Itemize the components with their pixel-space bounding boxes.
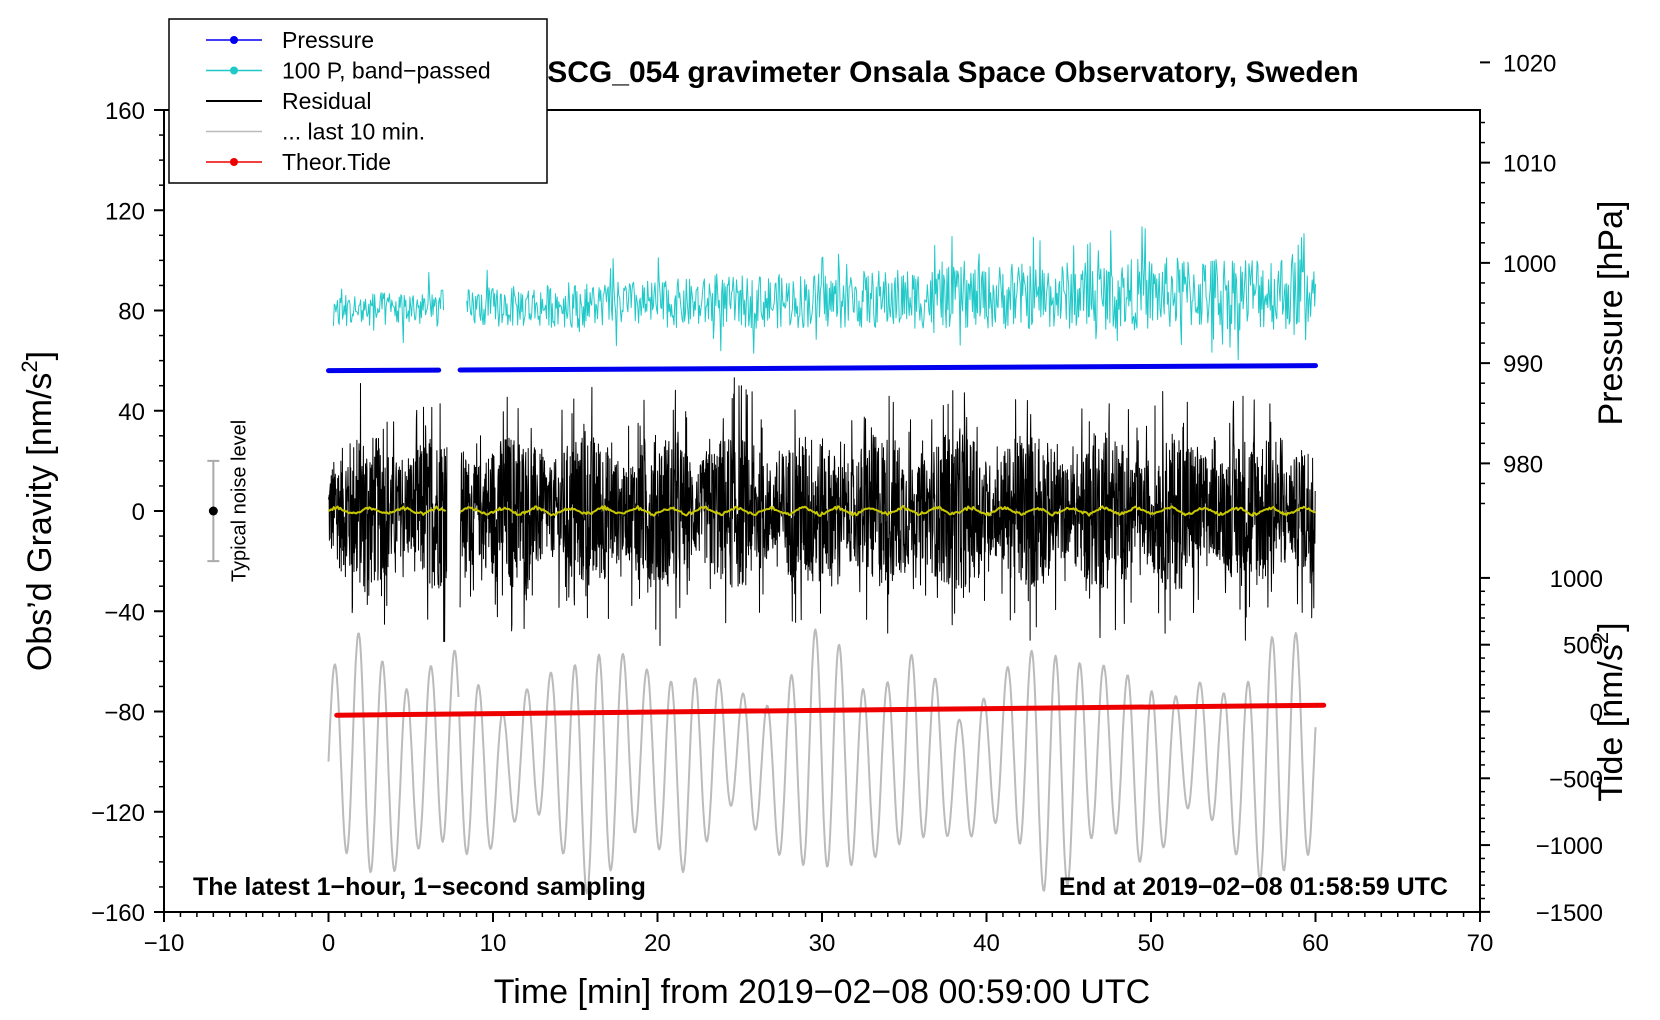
series-last-10-min: [458, 628, 1317, 895]
x-tick-label: 10: [480, 930, 507, 957]
legend-marker: [230, 158, 238, 166]
series-smoothed-residual: [459, 505, 1316, 517]
legend-label: 100 P, band−passed: [282, 58, 491, 84]
y-left-tick-label: 120: [105, 198, 145, 225]
tide-tick-label: 1000: [1550, 566, 1603, 593]
y-left-tick-label: 160: [105, 98, 145, 125]
sampling-note: The latest 1−hour, 1−second sampling: [193, 873, 646, 901]
y-left-tick-label: −80: [104, 700, 145, 727]
noise-dot: [208, 506, 218, 516]
legend-marker: [230, 36, 238, 44]
legend: Pressure 100 P, band−passed Residual ... la…: [168, 18, 548, 184]
x-tick-label: 0: [322, 930, 335, 957]
series-residual: [328, 383, 448, 642]
pressure-tick-label: 980: [1503, 451, 1543, 478]
noise-label: Typical noise level: [228, 420, 250, 582]
y-axis-left-title: Obs’d Gravity [nm/s2]: [17, 351, 59, 671]
pressure-tick-label: 1020: [1503, 50, 1556, 77]
legend-marker: [230, 66, 238, 75]
y-axis-tide-title: Tide [nm/s2]: [1588, 622, 1630, 801]
tide-tick-label: −1500: [1536, 900, 1603, 927]
x-tick-label: 50: [1138, 930, 1165, 957]
x-tick-label: −10: [144, 930, 185, 957]
x-tick-label: 60: [1302, 930, 1329, 957]
x-tick-label: 20: [644, 930, 671, 957]
pressure-tick-label: 990: [1503, 351, 1543, 378]
x-axis-title: Time [min] from 2019−02−08 00:59:00 UTC: [494, 973, 1150, 1011]
series-band-passed: [466, 226, 1316, 361]
series-pressure: [457, 363, 1318, 373]
noise-level-indicator: Typical noise level: [207, 420, 250, 582]
y-left-tick-label: 80: [118, 299, 145, 326]
x-tick-label: 30: [809, 930, 836, 957]
end-time-note: End at 2019−02−08 01:58:59 UTC: [1059, 873, 1448, 901]
pressure-tick-label: 1010: [1503, 151, 1556, 178]
series-band-passed: [332, 272, 445, 344]
y-left-tick-label: 40: [118, 399, 145, 426]
y-left-tick-label: 0: [132, 499, 145, 526]
series-last-10-min: [327, 632, 460, 874]
legend-label: Pressure: [282, 27, 374, 53]
tide-tick-label: 0: [1590, 700, 1603, 727]
pressure-tick-label: 1000: [1503, 251, 1556, 278]
tide-tick-label: −500: [1549, 766, 1603, 793]
series-residual: [459, 377, 1316, 646]
ticks-layer: −10 0 10 20 30 40 50 60 7016012080400−40−80−120−…: [91, 50, 1603, 957]
x-tick-label: 40: [973, 930, 1000, 957]
y-left-title-main: Obs’d Gravity [nm/s: [21, 373, 59, 672]
tide-tick-label: −1000: [1536, 833, 1603, 860]
y-left-tick-label: −40: [104, 599, 145, 626]
y-axis-pressure-title: Pressure [hPa]: [1592, 201, 1630, 426]
x-tick-label: 70: [1467, 930, 1494, 957]
y-left-tick-label: −160: [91, 900, 145, 927]
tide-title-sup: 2: [1588, 632, 1613, 644]
series-theor-tide: [334, 702, 1327, 718]
series-pressure: [326, 367, 442, 374]
y-left-tick-label: −120: [91, 800, 145, 827]
legend-items: Pressure 100 P, band−passed Residual ... la…: [206, 27, 491, 175]
y-left-title-end: ]: [21, 351, 59, 360]
tide-tick-label: 500: [1563, 633, 1603, 660]
legend-label: Residual: [282, 88, 372, 114]
tide-title-end: ]: [1592, 622, 1630, 631]
legend-label: ... last 10 min.: [282, 119, 425, 145]
series-layer: [326, 226, 1327, 895]
series-smoothed-residual: [328, 505, 447, 516]
tide-title-main: Tide [nm/s: [1592, 644, 1630, 801]
y-left-title-sup: 2: [17, 360, 42, 372]
legend-label: Theor.Tide: [282, 149, 391, 175]
chart-title: SCG_054 gravimeter Onsala Space Observat…: [547, 56, 1359, 89]
